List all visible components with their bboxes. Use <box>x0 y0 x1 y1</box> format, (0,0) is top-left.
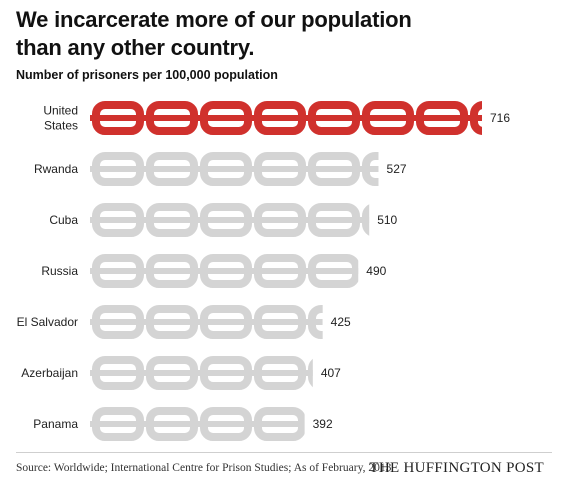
bar-panama <box>90 407 305 441</box>
bar-united-states <box>90 101 482 135</box>
value-label: 716 <box>490 111 510 125</box>
bar-rwanda <box>90 152 379 186</box>
value-label: 490 <box>366 264 386 278</box>
category-label: United States <box>43 104 78 133</box>
category-label: Cuba <box>49 213 78 227</box>
value-label: 527 <box>387 162 407 176</box>
category-label: Azerbaijan <box>21 366 78 380</box>
bar-azerbaijan <box>90 356 313 390</box>
category-label: Panama <box>33 417 78 431</box>
chart-subtitle: Number of prisoners per 100,000 populati… <box>16 68 278 82</box>
bar-russia <box>90 254 359 288</box>
category-label: El Salvador <box>17 315 78 329</box>
category-label: Rwanda <box>34 162 78 176</box>
brand-logo: THE HUFFINGTON POST <box>369 460 544 476</box>
category-label: Russia <box>41 264 78 278</box>
chart-title: We incarcerate more of our population th… <box>16 7 412 60</box>
value-label: 392 <box>313 417 333 431</box>
footer-divider <box>16 452 552 453</box>
bar-cuba <box>90 203 370 237</box>
value-label: 425 <box>331 315 351 329</box>
bar-chart: United States 716 Rwanda 527 Cuba 510 Russia 490… <box>17 101 510 441</box>
bar-el-salvador <box>90 305 323 339</box>
source-note: Source: Worldwide; International Centre … <box>16 462 392 474</box>
value-label: 510 <box>377 213 397 227</box>
value-label: 407 <box>321 366 341 380</box>
